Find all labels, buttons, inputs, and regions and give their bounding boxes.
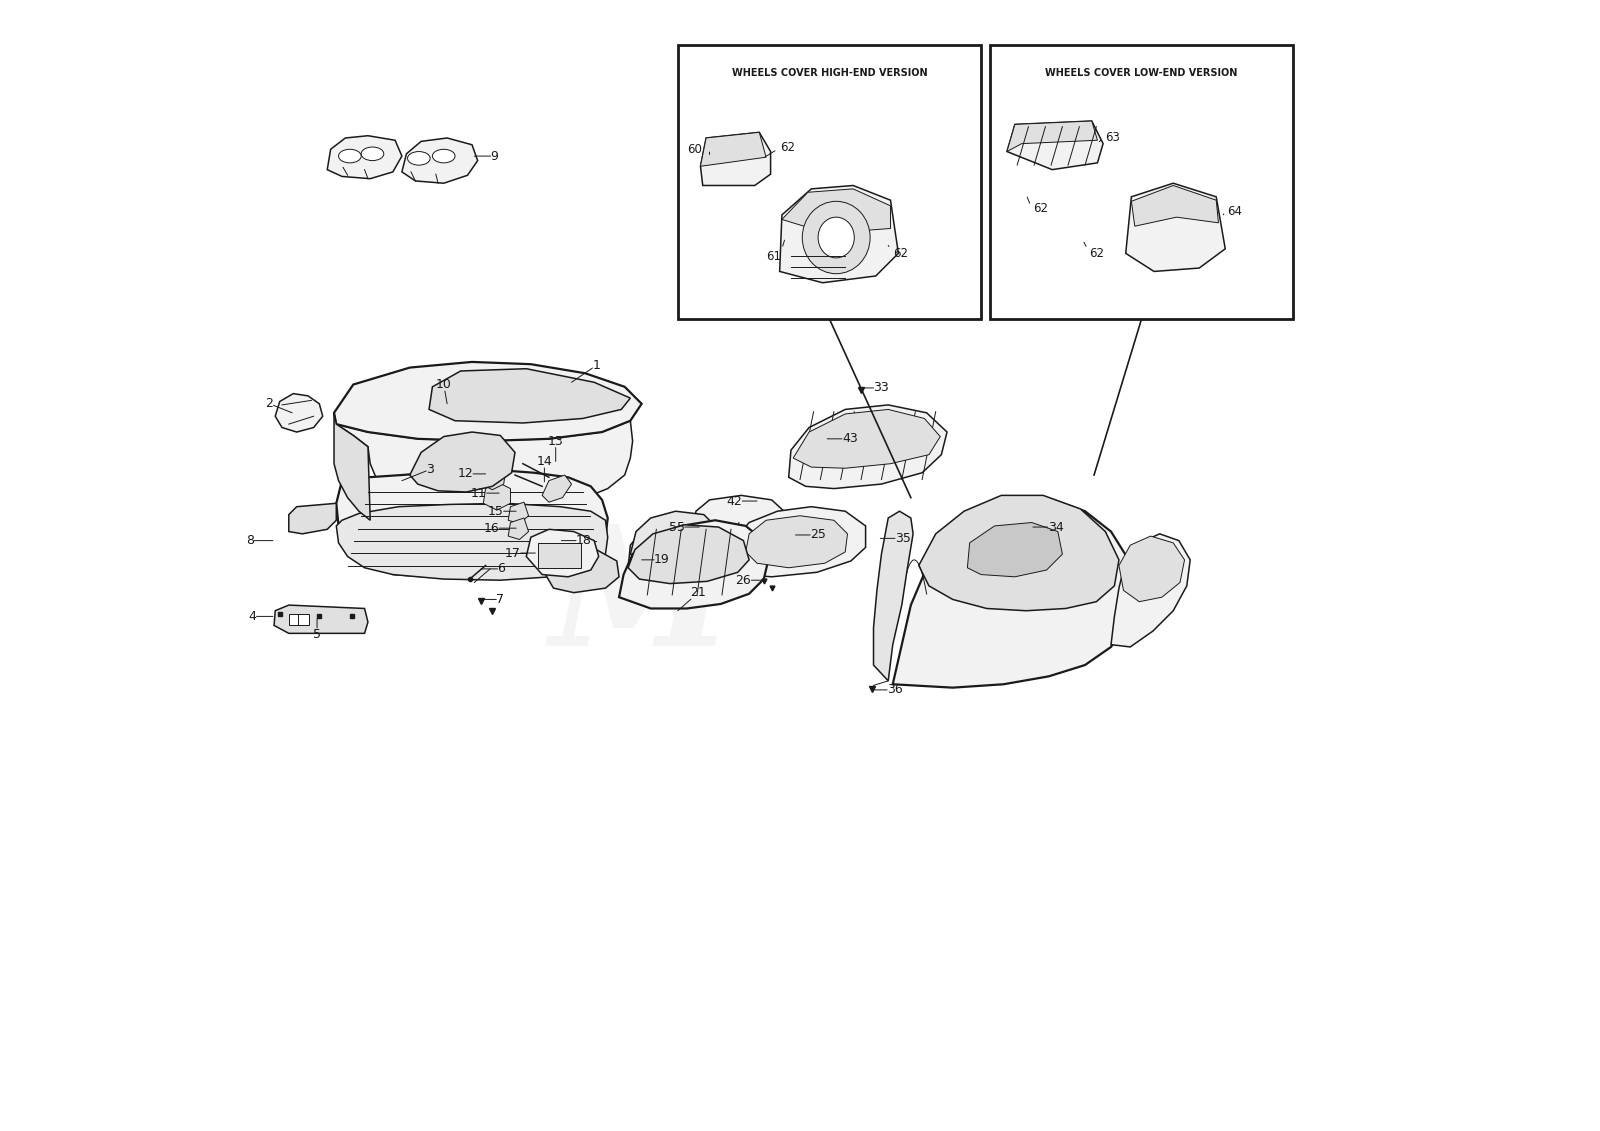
Polygon shape [328,136,402,179]
Polygon shape [1131,185,1219,226]
Polygon shape [509,502,528,524]
Text: 62: 62 [1090,247,1104,260]
Text: 25: 25 [795,528,826,542]
Text: 64: 64 [1227,205,1243,218]
Polygon shape [288,503,336,534]
Text: WHEELS COVER LOW-END VERSION: WHEELS COVER LOW-END VERSION [1045,68,1238,78]
Text: 34: 34 [1034,520,1064,534]
Text: 15: 15 [488,504,517,518]
Text: 17: 17 [504,546,536,560]
Text: 35: 35 [880,532,910,545]
Ellipse shape [408,152,430,165]
Polygon shape [726,507,866,577]
Polygon shape [629,525,749,584]
Polygon shape [874,511,914,681]
Text: 8: 8 [246,534,274,547]
Polygon shape [789,405,947,489]
Text: 42: 42 [726,494,757,508]
Text: 43: 43 [827,432,858,446]
Text: 60: 60 [686,143,702,156]
Polygon shape [482,464,506,490]
Polygon shape [794,409,941,468]
Polygon shape [381,524,605,577]
Polygon shape [1126,183,1226,271]
Text: 62: 62 [1034,201,1048,215]
Text: 7: 7 [480,593,504,606]
Polygon shape [630,511,718,563]
Text: 16: 16 [483,521,517,535]
Bar [678,45,981,319]
Ellipse shape [432,149,454,163]
Text: 6: 6 [482,562,506,576]
Bar [990,45,1293,319]
Ellipse shape [339,149,362,163]
Text: M: M [549,519,734,680]
Text: 10: 10 [435,378,451,404]
Text: 2: 2 [266,397,293,413]
Polygon shape [274,605,368,633]
Polygon shape [701,132,766,166]
Polygon shape [968,523,1062,577]
Polygon shape [701,132,771,185]
Text: WHEELS COVER HIGH-END VERSION: WHEELS COVER HIGH-END VERSION [731,68,928,78]
Text: 26: 26 [736,573,763,587]
Text: 11: 11 [470,486,499,500]
Text: 33: 33 [861,381,890,395]
Polygon shape [275,394,323,432]
Text: 9: 9 [474,149,499,163]
Polygon shape [410,432,515,492]
Bar [538,543,581,568]
Text: 13: 13 [547,434,563,461]
Polygon shape [429,369,630,423]
Ellipse shape [818,217,854,258]
Text: 4: 4 [248,610,274,623]
Polygon shape [629,518,771,572]
Text: 62: 62 [779,140,795,154]
Polygon shape [546,547,619,593]
Text: 61: 61 [766,250,781,264]
Polygon shape [619,520,768,608]
Polygon shape [334,362,642,441]
Text: 18: 18 [562,534,592,547]
Polygon shape [336,503,608,580]
Polygon shape [509,518,528,539]
Polygon shape [1110,534,1190,647]
Text: 55: 55 [669,520,699,534]
Polygon shape [782,189,891,231]
Polygon shape [336,469,608,575]
Polygon shape [526,529,598,577]
Polygon shape [334,413,370,520]
Polygon shape [893,500,1134,688]
Polygon shape [402,138,478,183]
Polygon shape [746,516,848,568]
Text: 1: 1 [571,359,600,382]
Polygon shape [693,495,787,545]
Ellipse shape [362,147,384,161]
Ellipse shape [802,201,870,274]
Text: 21: 21 [678,586,706,611]
Text: 63: 63 [1106,131,1120,145]
Polygon shape [779,185,898,283]
Text: 3: 3 [402,463,434,481]
Polygon shape [334,413,632,509]
Text: 5: 5 [314,619,322,641]
Text: 19: 19 [642,553,670,567]
Polygon shape [483,482,510,510]
Polygon shape [1006,121,1098,152]
Bar [288,614,309,625]
Text: 62: 62 [893,247,907,260]
Text: 12: 12 [458,467,485,481]
Text: 14: 14 [536,455,552,482]
Polygon shape [1118,536,1184,602]
Polygon shape [542,475,571,502]
Polygon shape [918,495,1118,611]
Polygon shape [1006,121,1102,170]
Text: 36: 36 [872,683,902,697]
